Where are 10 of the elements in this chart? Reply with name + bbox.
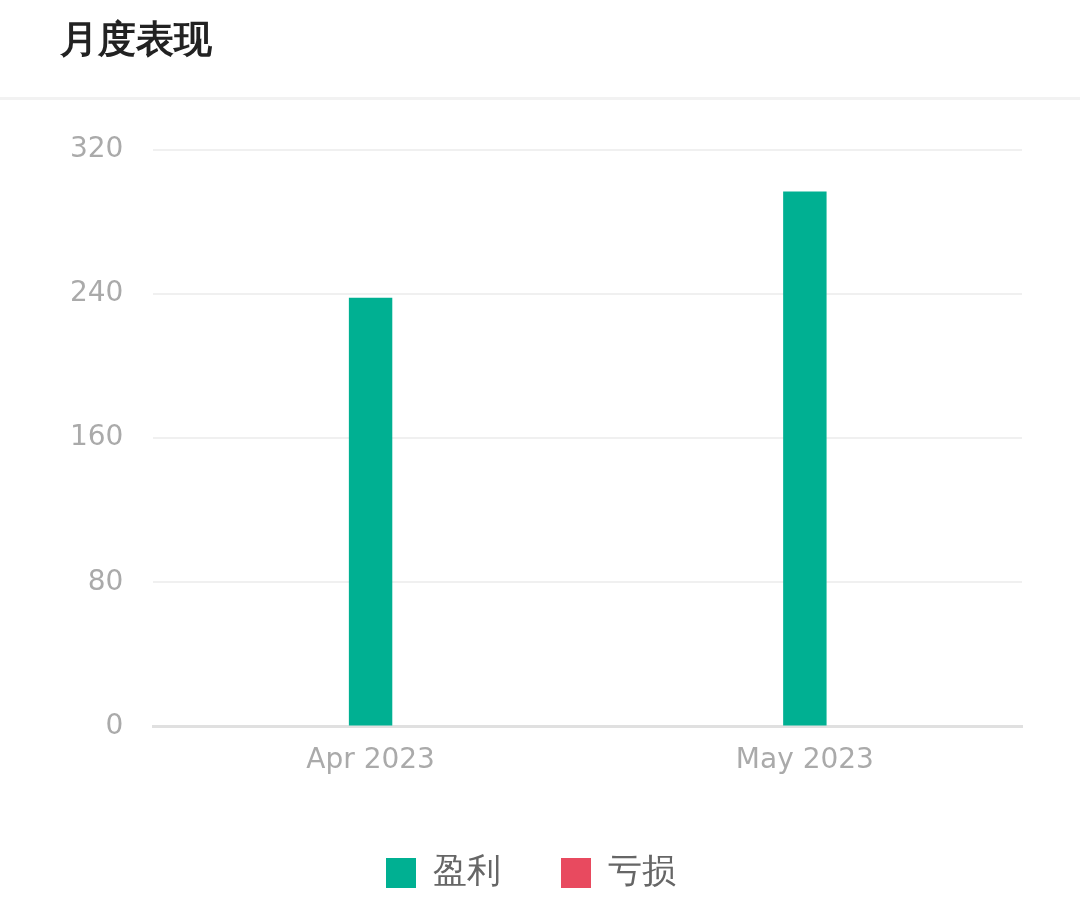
y-tick-label: 320 (69, 131, 124, 165)
x-tick-label: May 2023 (735, 742, 874, 776)
y-tick-label: 0 (105, 707, 124, 741)
legend-label: 盈利 (433, 849, 501, 890)
y-tick-label: 160 (69, 419, 124, 453)
y-tick-label: 80 (87, 563, 124, 597)
y-tick-label: 240 (69, 275, 124, 309)
x-tick-label: Apr 2023 (306, 742, 435, 776)
legend-label: 亏损 (608, 849, 676, 890)
chart-title: 月度表现 (0, 0, 1080, 100)
